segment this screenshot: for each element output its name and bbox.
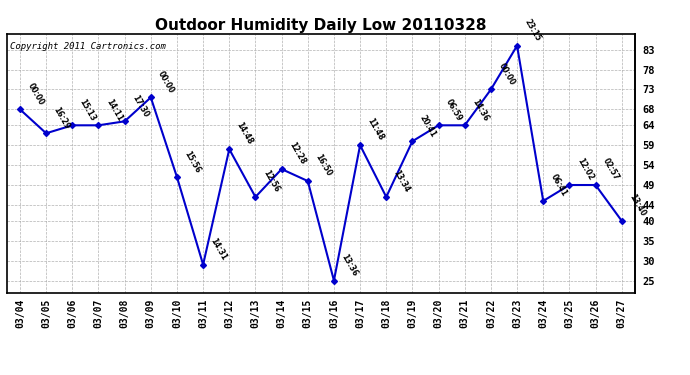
Text: 00:00: 00:00	[26, 81, 46, 106]
Text: 12:56: 12:56	[261, 169, 281, 194]
Text: 12:28: 12:28	[287, 141, 307, 166]
Text: 13:36: 13:36	[339, 252, 359, 278]
Text: Copyright 2011 Cartronics.com: Copyright 2011 Cartronics.com	[10, 42, 166, 51]
Text: 13:40: 13:40	[627, 193, 647, 218]
Title: Outdoor Humidity Daily Low 20110328: Outdoor Humidity Daily Low 20110328	[155, 18, 486, 33]
Text: 14:36: 14:36	[471, 97, 490, 123]
Text: 16:29: 16:29	[52, 105, 72, 130]
Text: 02:57: 02:57	[601, 157, 621, 182]
Text: 14:48: 14:48	[235, 121, 255, 146]
Text: 15:56: 15:56	[183, 149, 202, 174]
Text: 13:34: 13:34	[392, 169, 412, 194]
Text: 20:41: 20:41	[418, 113, 438, 138]
Text: 00:00: 00:00	[157, 69, 176, 94]
Text: 17:30: 17:30	[130, 93, 150, 118]
Text: 14:31: 14:31	[208, 237, 228, 262]
Text: 11:48: 11:48	[366, 117, 386, 142]
Text: 06:41: 06:41	[549, 173, 569, 198]
Text: 16:50: 16:50	[313, 153, 333, 178]
Text: 00:00: 00:00	[497, 61, 516, 87]
Text: 23:15: 23:15	[522, 18, 542, 43]
Text: 12:02: 12:02	[575, 157, 595, 182]
Text: 06:59: 06:59	[444, 97, 464, 123]
Text: 14:11: 14:11	[104, 97, 124, 123]
Text: 15:13: 15:13	[78, 97, 98, 123]
